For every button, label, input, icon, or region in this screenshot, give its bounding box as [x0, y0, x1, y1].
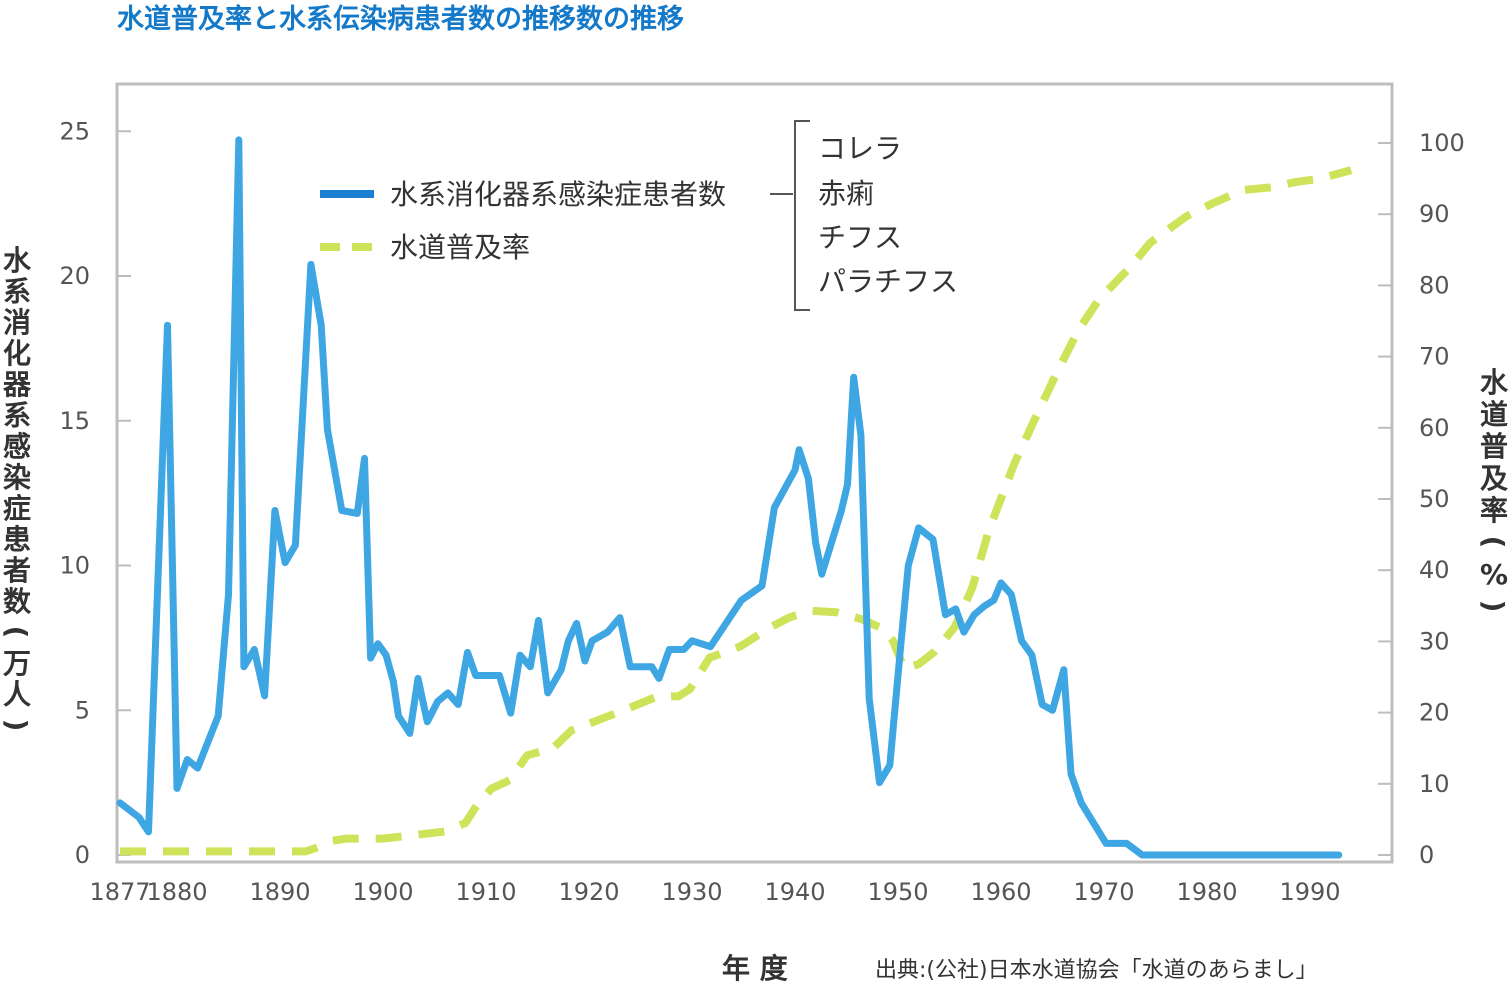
- axis-label-char: 系: [3, 275, 31, 308]
- y2-tick-label: 60: [1419, 414, 1450, 442]
- y2-tick-label: 10: [1419, 770, 1450, 798]
- x-tick-label: 1910: [455, 878, 516, 906]
- axis-label-char: 感: [3, 430, 31, 463]
- y-tick-label: 10: [59, 552, 90, 580]
- legend-breakdown-cholera: コレラ: [818, 132, 902, 165]
- series-line-water-supply-rate: [120, 166, 1353, 856]
- source-note: 出典:(公社)日本水道協会「水道のあらまし」: [875, 958, 1318, 982]
- axis-label-char: %: [1480, 558, 1508, 591]
- axis-label-char: 数: [3, 585, 32, 618]
- y2-axis-ticks: 0 10 20 30 40 50 60 70 80 90 100: [1378, 129, 1465, 869]
- axis-label-char: 器: [2, 368, 32, 401]
- axis-label-char: (: [0, 626, 33, 639]
- axis-label-char: 染: [3, 461, 31, 494]
- axis-label-char: 人: [3, 678, 31, 711]
- axis-label-char: 患: [3, 523, 31, 556]
- axis-label-char: 万: [3, 647, 31, 680]
- x-tick-label: 1990: [1279, 878, 1340, 906]
- axis-label-char: 率: [1480, 494, 1508, 527]
- y2-axis-label: 水道普及率 (%): [1477, 366, 1510, 612]
- x-tick-label: 1920: [558, 878, 619, 906]
- legend-breakdown-dysentery: 赤痢: [818, 177, 874, 210]
- axis-label-char: 症: [3, 492, 31, 525]
- axis-label-char: 普: [1480, 430, 1508, 463]
- x-tick-label: 1970: [1073, 878, 1134, 906]
- axis-label-char: ): [0, 719, 33, 732]
- x-tick-label: 1950: [867, 878, 928, 906]
- axis-label-char: 水: [3, 244, 32, 277]
- x-axis-label: 年 度: [722, 952, 788, 982]
- x-tick-label: 1880: [146, 878, 207, 906]
- x-tick-label: 1960: [970, 878, 1031, 906]
- legend-breakdown-paratyphoid: パラチフス: [818, 265, 958, 298]
- x-tick-label: 1890: [249, 878, 310, 906]
- legend: 水系消化器系感染症患者数 コレラ 赤痢 チフス パラチフス 水道普及率: [320, 120, 958, 311]
- x-tick-label: 1877: [89, 878, 150, 906]
- axis-label-char: 者: [3, 554, 31, 587]
- axis-label-char: 消: [3, 306, 31, 339]
- axis-label-char: 化: [3, 337, 31, 370]
- x-tick-label: 1900: [352, 878, 413, 906]
- y-tick-label: 20: [59, 262, 90, 290]
- x-tick-label: 1940: [764, 878, 825, 906]
- axis-label-char: (: [1477, 536, 1510, 549]
- legend-breakdown-typhoid: チフス: [818, 221, 902, 254]
- axis-label-char: 系: [3, 399, 31, 432]
- y2-tick-label: 0: [1419, 841, 1434, 869]
- y2-tick-label: 90: [1419, 200, 1450, 228]
- y2-tick-label: 20: [1419, 699, 1450, 727]
- y-tick-label: 0: [75, 841, 90, 869]
- axis-label-char: 道: [1480, 398, 1508, 431]
- plot-frame: [115, 82, 1394, 864]
- legend-label-disease: 水系消化器系感染症患者数: [390, 178, 726, 211]
- y-tick-label: 15: [59, 407, 90, 435]
- y2-tick-label: 50: [1419, 485, 1450, 513]
- series-line-disease-patients: [116, 136, 1343, 859]
- chart-title: 水道普及率と水系伝染病患者数の推移数の推移: [117, 3, 684, 35]
- y-tick-label: 25: [59, 117, 90, 145]
- y-axis-ticks: 0 5 10 15 20 25: [59, 117, 131, 869]
- x-tick-label: 1930: [661, 878, 722, 906]
- legend-label-water: 水道普及率: [390, 231, 530, 264]
- axis-label-char: 及: [1480, 462, 1508, 495]
- axis-label-char: ): [1477, 600, 1510, 613]
- y2-tick-label: 40: [1419, 556, 1450, 584]
- y2-tick-label: 100: [1419, 129, 1465, 157]
- y2-tick-label: 30: [1419, 627, 1450, 655]
- x-tick-label: 1980: [1176, 878, 1237, 906]
- y2-tick-label: 80: [1419, 271, 1450, 299]
- y-tick-label: 5: [75, 696, 90, 724]
- axis-label-char: 水: [1480, 366, 1509, 399]
- legend-bracket: [794, 120, 810, 311]
- y-axis-label: 水系消化器系感染症患者数(万人): [0, 244, 33, 731]
- y2-tick-label: 70: [1419, 343, 1450, 371]
